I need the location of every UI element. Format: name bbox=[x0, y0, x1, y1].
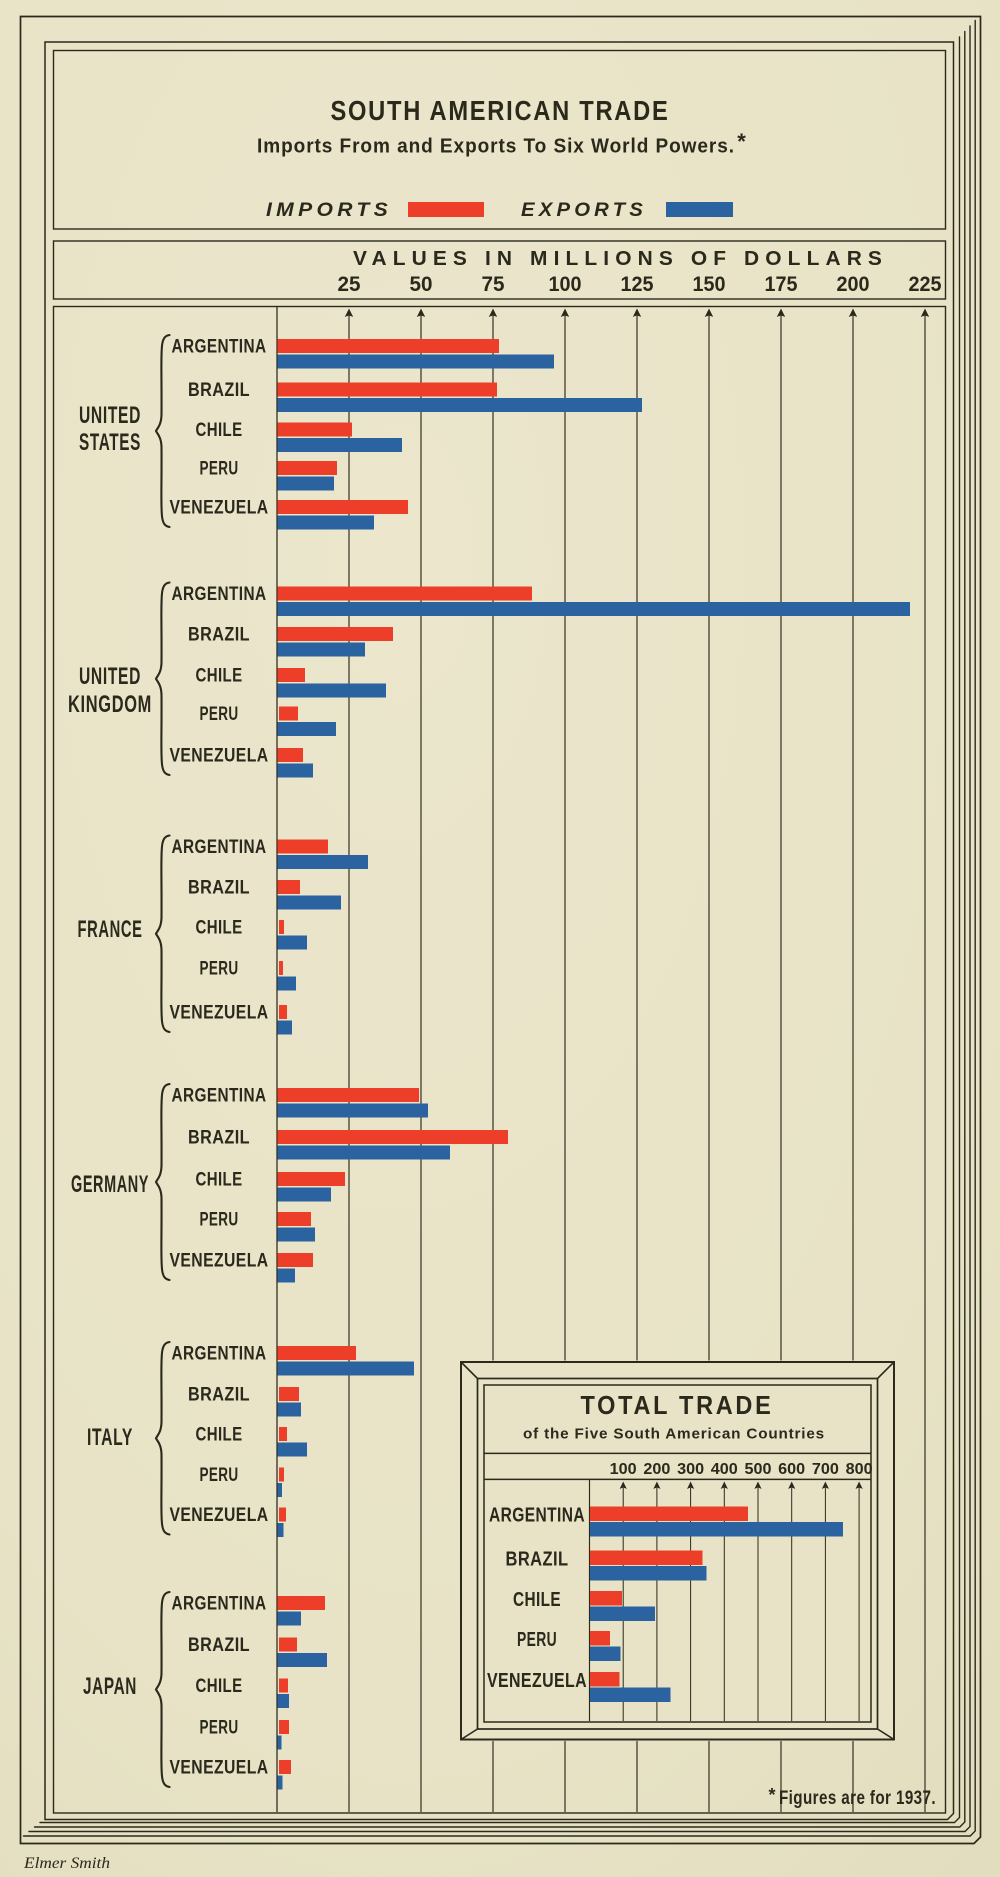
svg-text:ARGENTINA: ARGENTINA bbox=[172, 337, 267, 358]
svg-text:200: 200 bbox=[837, 272, 870, 296]
svg-text:ARGENTINA: ARGENTINA bbox=[489, 1505, 585, 1527]
svg-text:of the Five South American Cou: of the Five South American Countries bbox=[523, 1426, 825, 1443]
svg-text:VENEZUELA: VENEZUELA bbox=[487, 1670, 587, 1692]
svg-text:VENEZUELA: VENEZUELA bbox=[170, 1505, 269, 1526]
svg-text:125: 125 bbox=[621, 272, 654, 296]
svg-text:CHILE: CHILE bbox=[196, 1425, 243, 1446]
svg-text:100: 100 bbox=[610, 1461, 637, 1478]
svg-text:VENEZUELA: VENEZUELA bbox=[170, 1758, 269, 1779]
svg-text:Figures are for 1937.: Figures are for 1937. bbox=[779, 1787, 936, 1809]
svg-text:400: 400 bbox=[711, 1461, 738, 1478]
svg-text:75: 75 bbox=[482, 272, 505, 296]
svg-text:CHILE: CHILE bbox=[196, 1170, 243, 1191]
svg-text:100: 100 bbox=[549, 272, 582, 296]
svg-text:PERU: PERU bbox=[200, 1465, 239, 1486]
svg-text:200: 200 bbox=[643, 1461, 670, 1478]
svg-text:UNITED: UNITED bbox=[79, 402, 141, 429]
svg-text:PERU: PERU bbox=[200, 459, 239, 480]
svg-text:PERU: PERU bbox=[200, 1718, 239, 1739]
svg-text:VENEZUELA: VENEZUELA bbox=[170, 746, 269, 767]
svg-text:*: * bbox=[768, 1785, 775, 1805]
svg-text:FRANCE: FRANCE bbox=[78, 916, 143, 943]
svg-text:BRAZIL: BRAZIL bbox=[188, 1128, 250, 1149]
svg-text:VENEZUELA: VENEZUELA bbox=[170, 1003, 269, 1024]
svg-text:KINGDOM: KINGDOM bbox=[68, 691, 152, 718]
svg-text:800: 800 bbox=[846, 1461, 873, 1478]
svg-text:225: 225 bbox=[909, 272, 942, 296]
svg-text:JAPAN: JAPAN bbox=[83, 1673, 137, 1700]
svg-text:50: 50 bbox=[410, 272, 433, 296]
svg-text:CHILE: CHILE bbox=[196, 918, 243, 939]
svg-text:ARGENTINA: ARGENTINA bbox=[172, 837, 267, 858]
svg-text:PERU: PERU bbox=[200, 704, 239, 725]
svg-text:BRAZIL: BRAZIL bbox=[188, 380, 250, 401]
svg-text:CHILE: CHILE bbox=[196, 420, 243, 441]
svg-text:CHILE: CHILE bbox=[196, 666, 243, 687]
svg-text:175: 175 bbox=[765, 272, 798, 296]
svg-text:UNITED: UNITED bbox=[79, 663, 141, 690]
svg-text:PERU: PERU bbox=[200, 959, 239, 980]
svg-text:Imports From and Exports To Si: Imports From and Exports To Six World Po… bbox=[257, 135, 735, 158]
svg-text:VALUES IN MILLIONS OF DOLLARS: VALUES IN MILLIONS OF DOLLARS bbox=[353, 247, 888, 270]
svg-text:PERU: PERU bbox=[200, 1210, 239, 1231]
svg-text:ITALY: ITALY bbox=[87, 1424, 133, 1451]
svg-text:300: 300 bbox=[677, 1461, 704, 1478]
svg-text:SOUTH AMERICAN TRADE: SOUTH AMERICAN TRADE bbox=[331, 95, 670, 126]
svg-text:EXPORTS: EXPORTS bbox=[521, 199, 647, 221]
svg-text:ARGENTINA: ARGENTINA bbox=[172, 1086, 267, 1107]
svg-text:BRAZIL: BRAZIL bbox=[188, 1635, 250, 1656]
svg-text:GERMANY: GERMANY bbox=[71, 1171, 149, 1198]
svg-text:BRAZIL: BRAZIL bbox=[188, 1385, 250, 1406]
svg-text:VENEZUELA: VENEZUELA bbox=[170, 498, 269, 519]
svg-text:CHILE: CHILE bbox=[513, 1589, 561, 1611]
svg-text:ARGENTINA: ARGENTINA bbox=[172, 1344, 267, 1365]
svg-text:Elmer Smith: Elmer Smith bbox=[23, 1855, 110, 1872]
svg-text:ARGENTINA: ARGENTINA bbox=[172, 1594, 267, 1615]
svg-text:STATES: STATES bbox=[79, 429, 141, 456]
svg-text:BRAZIL: BRAZIL bbox=[188, 878, 250, 899]
svg-text:150: 150 bbox=[693, 272, 726, 296]
svg-text:BRAZIL: BRAZIL bbox=[506, 1549, 569, 1571]
svg-text:600: 600 bbox=[778, 1461, 805, 1478]
svg-text:CHILE: CHILE bbox=[196, 1676, 243, 1697]
svg-text:PERU: PERU bbox=[517, 1629, 557, 1651]
svg-text:500: 500 bbox=[745, 1461, 772, 1478]
svg-text:ARGENTINA: ARGENTINA bbox=[172, 584, 267, 605]
svg-text:25: 25 bbox=[338, 272, 361, 296]
svg-text:TOTAL TRADE: TOTAL TRADE bbox=[581, 1390, 774, 1420]
svg-text:700: 700 bbox=[812, 1461, 839, 1478]
svg-text:*: * bbox=[737, 129, 746, 154]
svg-text:VENEZUELA: VENEZUELA bbox=[170, 1251, 269, 1272]
svg-text:IMPORTS: IMPORTS bbox=[266, 199, 392, 221]
svg-text:BRAZIL: BRAZIL bbox=[188, 625, 250, 646]
